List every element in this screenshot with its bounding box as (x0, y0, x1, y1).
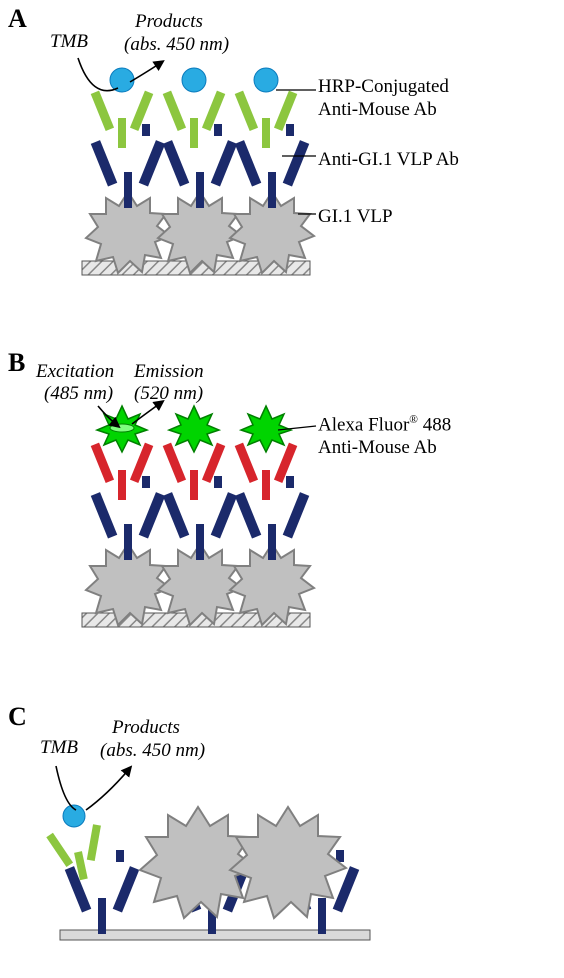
primary-ab-b-1 (91, 476, 165, 560)
capture-ab-c-1 (65, 850, 139, 934)
hrp-bead-a-2 (182, 68, 206, 92)
panel-c-figure (0, 702, 564, 978)
secondary-ab-a-3 (235, 91, 298, 148)
page: A B C TMB Products (abs. 450 nm) HRP-Con… (0, 0, 564, 978)
panel-a-figure (0, 0, 564, 300)
vlp-c-2 (230, 807, 346, 918)
secondary-ab-a-1 (91, 91, 154, 148)
products-arrow-a (130, 62, 162, 82)
tmb-arc-c (56, 766, 76, 810)
primary-ab-a-1 (91, 124, 165, 208)
primary-ab-b-2 (163, 476, 237, 560)
secondary-ab-c (46, 823, 111, 886)
fluor-highlight (110, 424, 134, 432)
fluor-b-2 (169, 406, 219, 452)
hrp-bead-a-1 (110, 68, 134, 92)
panel-b-figure (0, 348, 564, 658)
primary-ab-b-3 (235, 476, 309, 560)
emission-arrow (132, 402, 162, 424)
products-arrow-c (86, 768, 130, 810)
primary-ab-a-2 (163, 124, 237, 208)
primary-ab-a-3 (235, 124, 309, 208)
secondary-ab-a-2 (163, 91, 226, 148)
hrp-bead-a-3 (254, 68, 278, 92)
